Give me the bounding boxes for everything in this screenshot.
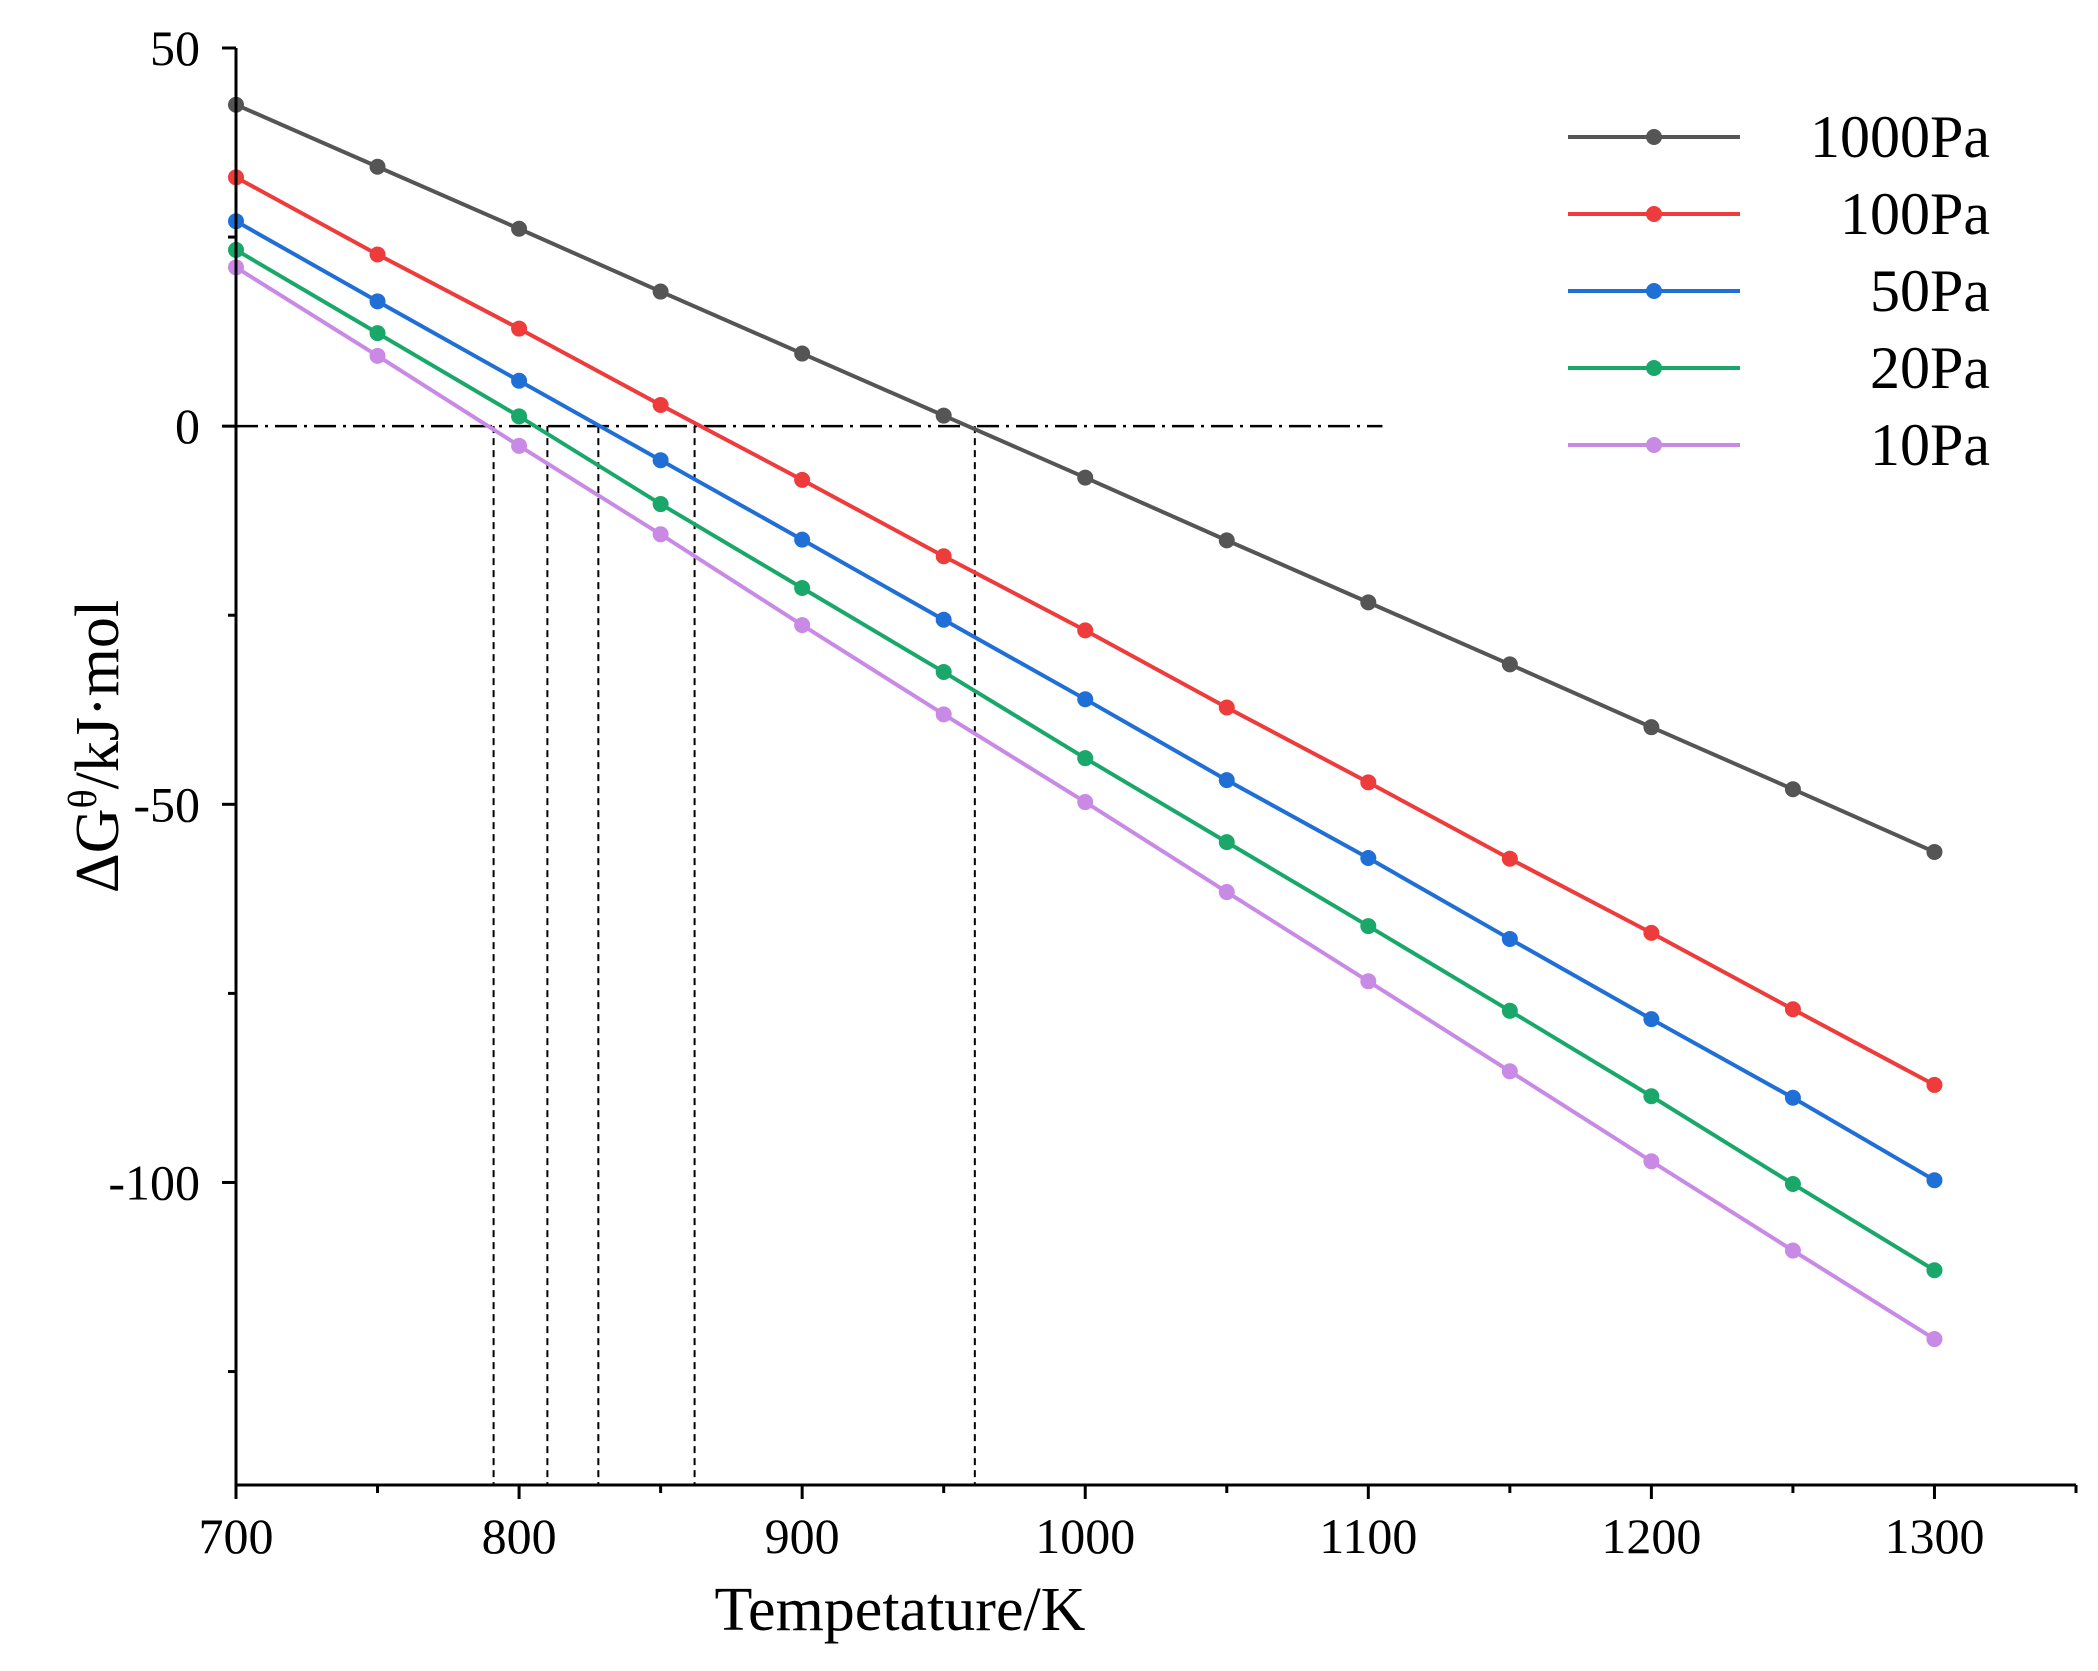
data-point-10pa xyxy=(935,706,952,723)
data-point-50pa xyxy=(369,293,386,310)
data-point-10pa xyxy=(794,617,811,634)
data-point-20pa xyxy=(1360,918,1377,935)
data-point-20pa xyxy=(1926,1262,1943,1279)
data-point-10pa xyxy=(652,526,669,543)
data-point-50pa xyxy=(511,372,528,389)
data-point-10pa xyxy=(1784,1242,1801,1259)
data-point-10pa xyxy=(1501,1063,1518,1080)
plot-area xyxy=(228,96,1943,1485)
x-tick-label: 1300 xyxy=(1884,1508,1984,1564)
data-point-50pa xyxy=(935,611,952,628)
data-point-50pa xyxy=(1784,1089,1801,1106)
x-axis-title: Tempetature/K xyxy=(715,1576,1086,1644)
data-point-100pa xyxy=(794,471,811,488)
data-point-1000pa xyxy=(652,283,669,300)
data-point-50pa xyxy=(1360,850,1377,867)
y-tick-label: -50 xyxy=(133,776,200,832)
data-point-1000pa xyxy=(794,345,811,362)
legend-label-100pa: 100Pa xyxy=(1840,181,1990,247)
data-point-10pa xyxy=(369,347,386,364)
data-point-1000pa xyxy=(1784,781,1801,798)
data-point-10pa xyxy=(511,437,528,454)
data-point-20pa xyxy=(511,408,528,425)
data-point-50pa xyxy=(1077,691,1094,708)
x-axis: 700 800 900 1000 1100 1200 1300 xyxy=(199,1483,2078,1564)
data-point-10pa xyxy=(1077,794,1094,811)
data-point-100pa xyxy=(369,246,386,263)
data-point-20pa xyxy=(1643,1088,1660,1105)
data-point-100pa xyxy=(1360,774,1377,791)
data-point-10pa xyxy=(1926,1331,1943,1348)
data-point-20pa xyxy=(1077,750,1094,767)
data-point-10pa xyxy=(1643,1153,1660,1170)
y-axis-title-superscript: θ xyxy=(60,789,105,808)
data-point-1000pa xyxy=(1360,594,1377,611)
legend-label-1000pa: 1000Pa xyxy=(1810,104,1990,170)
data-point-50pa xyxy=(1218,772,1235,789)
legend-marker-1000pa xyxy=(1646,129,1662,145)
legend-marker-50pa xyxy=(1646,283,1662,299)
data-point-1000pa xyxy=(511,220,528,237)
data-point-1000pa xyxy=(1077,469,1094,486)
data-point-20pa xyxy=(794,580,811,597)
x-tick-label: 800 xyxy=(482,1508,557,1564)
data-point-100pa xyxy=(1784,1001,1801,1018)
data-point-1000pa xyxy=(1926,843,1943,860)
y-tick-label: 50 xyxy=(150,20,200,76)
y-axis: 50 0 -50 -100 xyxy=(108,20,238,1485)
legend-label-50pa: 50Pa xyxy=(1870,258,1990,324)
data-point-20pa xyxy=(652,496,669,513)
data-point-10pa xyxy=(1360,973,1377,990)
x-tick-label: 700 xyxy=(199,1508,274,1564)
data-point-100pa xyxy=(1926,1076,1943,1093)
y-axis-title-unit: /kJ·mol xyxy=(64,600,132,789)
data-point-20pa xyxy=(1218,834,1235,851)
data-point-100pa xyxy=(1643,924,1660,941)
legend-marker-10pa xyxy=(1646,437,1662,453)
data-point-1000pa xyxy=(1218,532,1235,549)
data-point-10pa xyxy=(1218,884,1235,901)
x-tick-label: 1100 xyxy=(1319,1508,1417,1564)
x-tick-label: 900 xyxy=(765,1508,840,1564)
data-point-1000pa xyxy=(935,407,952,424)
data-point-20pa xyxy=(1784,1175,1801,1192)
data-point-100pa xyxy=(1501,850,1518,867)
data-point-50pa xyxy=(1926,1172,1943,1189)
data-point-20pa xyxy=(369,325,386,342)
data-point-50pa xyxy=(652,452,669,469)
data-point-100pa xyxy=(935,548,952,565)
data-point-50pa xyxy=(1643,1011,1660,1028)
legend: 1000Pa 100Pa 50Pa 20Pa 10Pa xyxy=(1568,104,1990,478)
data-point-100pa xyxy=(652,396,669,413)
y-tick-label: 0 xyxy=(175,398,200,454)
legend-label-10pa: 10Pa xyxy=(1870,412,1990,478)
y-axis-title-main: ΔG xyxy=(64,808,132,893)
x-tick-label: 1000 xyxy=(1035,1508,1135,1564)
data-point-1000pa xyxy=(369,158,386,175)
data-point-1000pa xyxy=(1501,656,1518,673)
legend-marker-100pa xyxy=(1646,206,1662,222)
y-axis-title: ΔGθ/kJ·mol xyxy=(60,600,132,893)
data-point-50pa xyxy=(1501,930,1518,947)
data-point-20pa xyxy=(1501,1002,1518,1019)
data-point-1000pa xyxy=(1643,719,1660,736)
data-point-100pa xyxy=(1077,622,1094,639)
data-point-100pa xyxy=(511,320,528,337)
data-point-50pa xyxy=(794,531,811,548)
data-point-100pa xyxy=(1218,699,1235,716)
y-tick-label: -100 xyxy=(108,1154,200,1210)
legend-marker-20pa xyxy=(1646,360,1662,376)
x-tick-label: 1200 xyxy=(1601,1508,1701,1564)
legend-label-20pa: 20Pa xyxy=(1870,335,1990,401)
data-point-20pa xyxy=(935,663,952,680)
